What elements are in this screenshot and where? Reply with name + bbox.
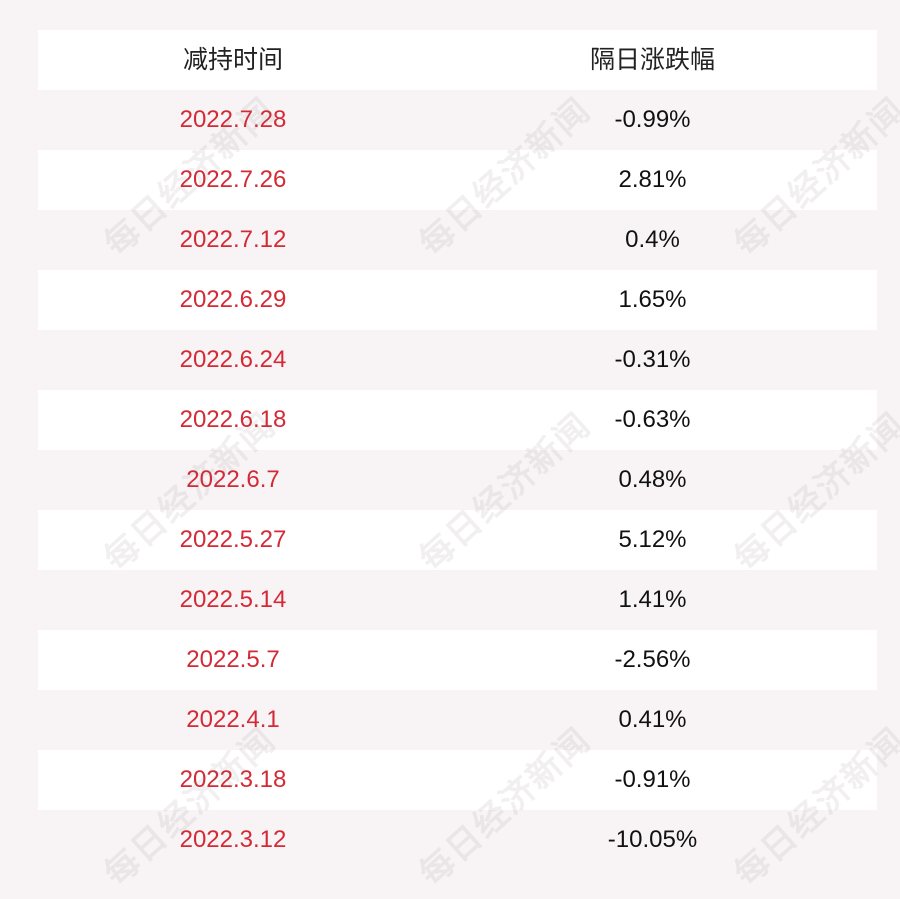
change-cell: -0.99% — [614, 106, 691, 133]
header-next-day-change: 隔日涨跌幅 — [589, 46, 715, 74]
sell-date-cell: 2022.5.7 — [186, 646, 280, 673]
table-row: 2022.7.26 2.81% — [38, 150, 877, 210]
change-cell: -2.56% — [614, 646, 691, 673]
sell-date-cell: 2022.5.14 — [179, 586, 287, 613]
sell-date-cell: 2022.6.29 — [179, 286, 287, 313]
sell-date-cell: 2022.4.1 — [186, 706, 280, 733]
sell-date-cell: 2022.6.7 — [186, 466, 280, 493]
change-cell: -0.31% — [614, 346, 691, 373]
header-sell-date: 减持时间 — [182, 46, 283, 74]
table-row: 2022.5.7 -2.56% — [38, 630, 877, 690]
table-row: 2022.3.18 -0.91% — [38, 750, 877, 810]
change-cell: 5.12% — [618, 526, 687, 553]
change-cell: 2.81% — [618, 166, 687, 193]
change-cell: 1.65% — [618, 286, 687, 313]
change-cell: 0.41% — [618, 706, 687, 733]
table-row: 2022.4.1 0.41% — [38, 690, 877, 750]
change-cell: -0.63% — [614, 406, 691, 433]
change-cell: 1.41% — [618, 586, 687, 613]
sell-date-cell: 2022.6.24 — [179, 346, 287, 373]
change-cell: -0.91% — [614, 766, 691, 793]
data-table: 减持时间 隔日涨跌幅 2022.7.28 -0.99% 2022.7.26 2.… — [38, 30, 877, 870]
sell-date-cell: 2022.7.12 — [179, 226, 287, 253]
table-header-row: 减持时间 隔日涨跌幅 — [38, 30, 877, 90]
table-row: 2022.5.14 1.41% — [38, 570, 877, 630]
change-cell: 0.48% — [618, 466, 687, 493]
table-row: 2022.7.28 -0.99% — [38, 90, 877, 150]
sell-date-cell: 2022.7.26 — [179, 166, 287, 193]
table-row: 2022.6.29 1.65% — [38, 270, 877, 330]
table-row: 2022.7.12 0.4% — [38, 210, 877, 270]
change-cell: -10.05% — [607, 826, 698, 853]
sell-date-cell: 2022.5.27 — [179, 526, 287, 553]
change-cell: 0.4% — [625, 226, 680, 253]
table-row: 2022.6.18 -0.63% — [38, 390, 877, 450]
table-row: 2022.5.27 5.12% — [38, 510, 877, 570]
sell-date-cell: 2022.3.12 — [179, 826, 287, 853]
table-row: 2022.3.12 -10.05% — [38, 810, 877, 870]
sell-date-cell: 2022.3.18 — [179, 766, 287, 793]
sell-date-cell: 2022.6.18 — [179, 406, 287, 433]
table-row: 2022.6.24 -0.31% — [38, 330, 877, 390]
sell-date-cell: 2022.7.28 — [179, 106, 287, 133]
table-row: 2022.6.7 0.48% — [38, 450, 877, 510]
